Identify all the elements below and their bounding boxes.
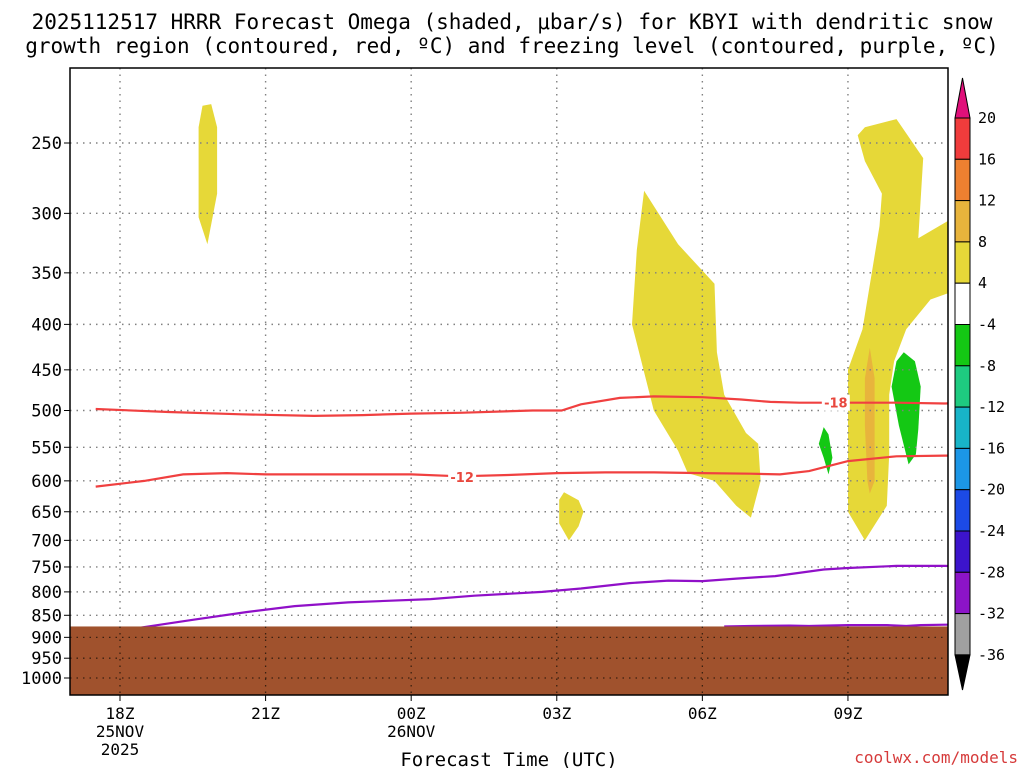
x-tick-date-25NOV: 25NOV [96, 722, 145, 741]
colorbar-swatch-5 [954, 282, 971, 326]
colorbar-swatch-3 [954, 200, 971, 243]
colorbar-label--8: -8 [978, 357, 996, 375]
dendritic-label-bg--18 [821, 394, 850, 411]
colorbar-label-4: 4 [978, 274, 987, 292]
colorbar-label--16: -16 [978, 439, 1005, 457]
x-tick-label-09Z: 09Z [833, 704, 862, 723]
x-tick-label-18Z: 18Z [106, 704, 135, 723]
colorbar-label--32: -32 [978, 605, 1005, 623]
y-tick-label-450: 450 [31, 361, 62, 381]
dendritic-contour-label--12: -12 [450, 471, 474, 486]
x-tick-label-00Z: 00Z [397, 704, 426, 723]
x-axis-label: Forecast Time (UTC) [400, 749, 617, 768]
colorbar-bottom-arrow [954, 654, 971, 691]
x-tick-label-06Z: 06Z [688, 704, 717, 723]
colorbar-swatch-1 [954, 117, 971, 160]
colorbar-label-12: 12 [978, 192, 996, 210]
x-tick-year-2025: 2025 [101, 740, 140, 759]
omega-region-2 [559, 492, 584, 541]
y-tick-label-1000: 1000 [21, 669, 62, 689]
dendritic-label-bg--12 [448, 468, 477, 485]
colorbar-label--12: -12 [978, 398, 1005, 416]
y-tick-label-550: 550 [31, 438, 62, 458]
y-tick-label-650: 650 [31, 503, 62, 523]
y-tick-label-250: 250 [31, 134, 62, 154]
dendritic-contour--12 [95, 454, 948, 488]
colorbar-label-16: 16 [978, 150, 996, 168]
plot-frame [69, 67, 949, 696]
colorbar-label--24: -24 [978, 522, 1005, 540]
y-tick-label-350: 350 [31, 264, 62, 284]
colorbar-swatch-9 [954, 447, 971, 491]
colorbar-label--36: -36 [978, 646, 1005, 664]
freezing-level-contour [139, 564, 948, 629]
omega-region-7 [818, 427, 833, 475]
colorbar-swatch-12 [954, 571, 971, 615]
colorbar-swatch-11 [954, 530, 971, 573]
watermark: coolwx.com/models [854, 748, 1018, 767]
x-tick-label-21Z: 21Z [251, 704, 280, 723]
colorbar-swatch-2 [954, 158, 971, 202]
dendritic-growth-contours: -18 -12 [95, 394, 948, 488]
ground-fill [70, 626, 948, 695]
chart-title-line-2: growth region (contoured, red, ºC) and f… [25, 34, 999, 58]
y-tick-label-400: 400 [31, 315, 62, 335]
plot-area: -18 -12 [69, 67, 949, 696]
y-tick-label-750: 750 [31, 558, 62, 578]
colorbar-swatch-7 [954, 365, 971, 408]
y-tick-label-850: 850 [31, 606, 62, 626]
colorbar-label--28: -28 [978, 563, 1005, 581]
colorbar-label--4: -4 [978, 316, 996, 334]
omega-region-6 [864, 347, 875, 494]
colorbar-label--20: -20 [978, 481, 1005, 499]
colorbar-swatch-13 [954, 613, 971, 656]
grid-lines [70, 68, 948, 695]
x-tick-label-03Z: 03Z [542, 704, 571, 723]
colorbar-swatch-4 [954, 241, 971, 284]
colorbar-top-arrow [954, 77, 971, 119]
freezing-level-ground-segment [724, 623, 948, 628]
freezing-level-line [139, 564, 948, 629]
omega-region-3 [632, 190, 761, 518]
y-tick-label-700: 700 [31, 531, 62, 551]
colorbar-swatch-6 [954, 324, 971, 367]
colorbar-swatch-8 [954, 406, 971, 449]
colorbar-label-20: 20 [978, 109, 996, 127]
dendritic-contour-label--18: -18 [824, 397, 848, 412]
omega-region-8 [891, 352, 921, 465]
ground-layer [70, 626, 948, 695]
y-axis-ticks: 2503003504004505005506006507007508008509… [21, 134, 70, 689]
colorbar-label-8: 8 [978, 233, 987, 251]
y-tick-label-900: 900 [31, 628, 62, 648]
y-tick-label-800: 800 [31, 583, 62, 603]
x-tick-date-26NOV: 26NOV [387, 722, 436, 741]
colorbar: 20 16 12 8 4 -4 -8 -12 -16 -20 -24 -28 -32 -36 [954, 77, 1005, 691]
y-tick-label-500: 500 [31, 402, 62, 422]
y-tick-label-600: 600 [31, 472, 62, 492]
chart-title-line-1: 2025112517 HRRR Forecast Omega (shaded, … [32, 10, 993, 34]
omega-region-1 [198, 104, 218, 245]
omega-shading [198, 104, 948, 541]
colorbar-swatch-10 [954, 489, 971, 532]
y-tick-label-950: 950 [31, 649, 62, 669]
y-tick-label-300: 300 [31, 204, 62, 224]
